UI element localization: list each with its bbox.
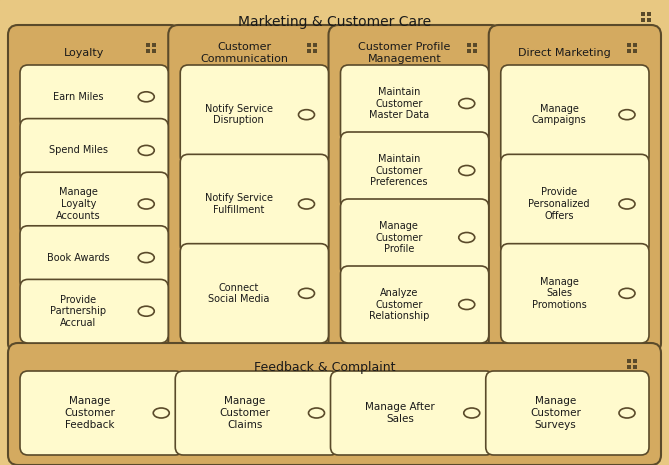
- FancyBboxPatch shape: [20, 371, 183, 455]
- Bar: [627, 43, 631, 47]
- FancyBboxPatch shape: [8, 343, 661, 465]
- Text: Manage
Loyalty
Accounts: Manage Loyalty Accounts: [56, 187, 100, 220]
- FancyBboxPatch shape: [501, 154, 649, 254]
- Bar: [641, 18, 645, 22]
- Bar: [633, 43, 637, 47]
- Bar: [627, 365, 631, 369]
- Bar: [306, 43, 310, 47]
- Text: Manage
Customer
Surveys: Manage Customer Surveys: [530, 396, 581, 430]
- Bar: [473, 49, 477, 53]
- FancyBboxPatch shape: [341, 65, 489, 142]
- Text: Manage
Customer
Profile: Manage Customer Profile: [375, 221, 422, 254]
- Text: Loyalty: Loyalty: [64, 48, 104, 58]
- Bar: [627, 49, 631, 53]
- Text: Manage
Customer
Claims: Manage Customer Claims: [219, 396, 270, 430]
- FancyBboxPatch shape: [180, 154, 328, 254]
- Bar: [467, 43, 471, 47]
- FancyBboxPatch shape: [175, 371, 339, 455]
- Text: Manage
Sales
Promotions: Manage Sales Promotions: [532, 277, 587, 310]
- Text: Connect
Social Media: Connect Social Media: [208, 283, 269, 304]
- Text: Feedback & Complaint: Feedback & Complaint: [254, 360, 395, 373]
- Text: Manage
Customer
Feedback: Manage Customer Feedback: [64, 396, 115, 430]
- Text: Direct Marketing: Direct Marketing: [518, 48, 611, 58]
- Bar: [312, 43, 316, 47]
- Bar: [153, 49, 157, 53]
- Text: Maintain
Customer
Preferences: Maintain Customer Preferences: [370, 154, 427, 187]
- Bar: [633, 49, 637, 53]
- Bar: [312, 49, 316, 53]
- Bar: [147, 43, 151, 47]
- FancyBboxPatch shape: [489, 25, 661, 353]
- Text: Earn Miles: Earn Miles: [53, 92, 104, 102]
- Bar: [306, 49, 310, 53]
- Bar: [627, 359, 631, 363]
- Text: Provide
Personalized
Offers: Provide Personalized Offers: [529, 187, 590, 220]
- FancyBboxPatch shape: [168, 25, 341, 353]
- Text: Manage After
Sales: Manage After Sales: [365, 402, 436, 424]
- FancyBboxPatch shape: [341, 132, 489, 209]
- Bar: [641, 12, 645, 16]
- Bar: [147, 49, 151, 53]
- FancyBboxPatch shape: [20, 279, 168, 343]
- Text: Manage
Campaigns: Manage Campaigns: [532, 104, 587, 126]
- FancyBboxPatch shape: [20, 172, 168, 236]
- Text: Spend Miles: Spend Miles: [49, 146, 108, 155]
- FancyBboxPatch shape: [20, 119, 168, 182]
- FancyBboxPatch shape: [501, 244, 649, 343]
- FancyBboxPatch shape: [20, 226, 168, 289]
- FancyBboxPatch shape: [341, 199, 489, 276]
- Bar: [467, 49, 471, 53]
- Text: Customer
Communication: Customer Communication: [201, 42, 288, 64]
- Text: Analyze
Customer
Relationship: Analyze Customer Relationship: [369, 288, 429, 321]
- FancyBboxPatch shape: [8, 25, 180, 353]
- FancyBboxPatch shape: [330, 371, 494, 455]
- FancyBboxPatch shape: [328, 25, 501, 353]
- Text: Customer Profile
Management: Customer Profile Management: [359, 42, 451, 64]
- FancyBboxPatch shape: [180, 244, 328, 343]
- FancyBboxPatch shape: [20, 65, 168, 129]
- FancyBboxPatch shape: [180, 65, 328, 164]
- Bar: [647, 12, 651, 16]
- FancyBboxPatch shape: [341, 266, 489, 343]
- Text: Notify Service
Fulfillment: Notify Service Fulfillment: [205, 193, 272, 215]
- Text: Maintain
Customer
Master Data: Maintain Customer Master Data: [369, 87, 429, 120]
- Bar: [153, 43, 157, 47]
- Text: Book Awards: Book Awards: [47, 252, 110, 263]
- FancyBboxPatch shape: [486, 371, 649, 455]
- Bar: [647, 18, 651, 22]
- Text: Notify Service
Disruption: Notify Service Disruption: [205, 104, 272, 126]
- Text: Marketing & Customer Care: Marketing & Customer Care: [238, 15, 431, 29]
- FancyBboxPatch shape: [501, 65, 649, 164]
- Bar: [633, 365, 637, 369]
- Bar: [473, 43, 477, 47]
- Text: Provide
Partnership
Accrual: Provide Partnership Accrual: [50, 295, 106, 328]
- Bar: [633, 359, 637, 363]
